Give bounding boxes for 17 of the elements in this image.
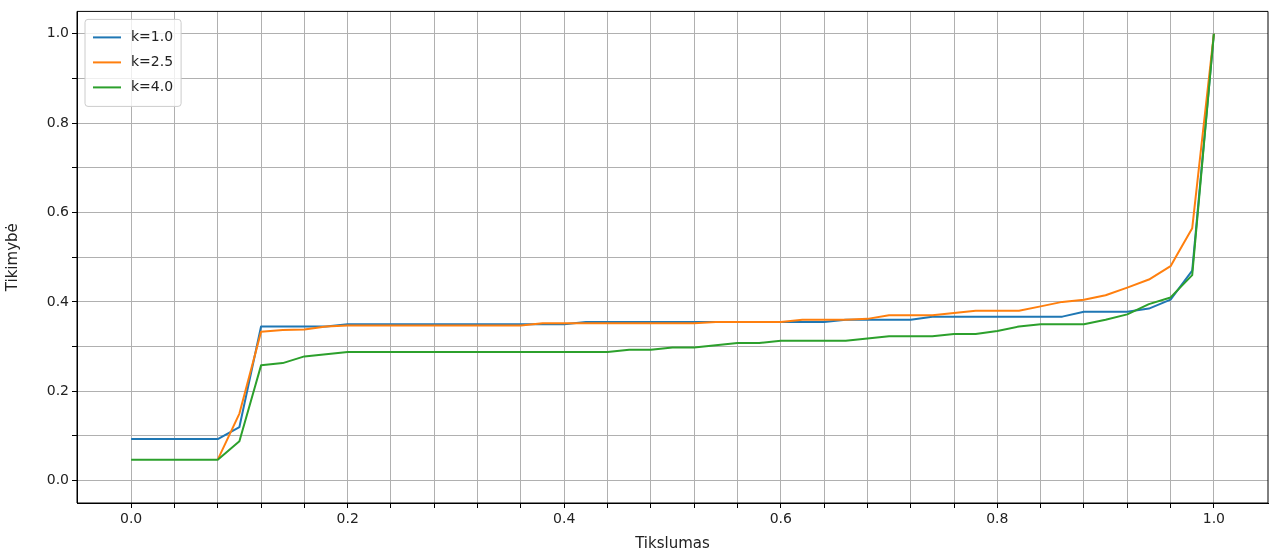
x-tick-label: 0.6 bbox=[769, 510, 792, 527]
y-tick-label: 0.4 bbox=[46, 292, 70, 309]
y-tick-label: 0.0 bbox=[46, 471, 69, 488]
y-tick-label: 0.6 bbox=[46, 203, 70, 220]
y-tick-label: 0.8 bbox=[46, 113, 69, 130]
x-axis-title: Tikslumas bbox=[634, 533, 711, 552]
x-tick-label: 1.0 bbox=[1202, 510, 1225, 527]
legend-label: k=4.0 bbox=[131, 78, 174, 95]
legend-label: k=2.5 bbox=[131, 53, 174, 70]
y-tick-label: 1.0 bbox=[46, 24, 69, 41]
x-tick-label: 0.4 bbox=[553, 510, 576, 527]
x-tick-label: 0.2 bbox=[336, 510, 359, 527]
x-tick-label: 0.8 bbox=[986, 510, 1009, 527]
x-tick-label: 0.0 bbox=[120, 510, 143, 527]
y-tick-label: 0.2 bbox=[46, 381, 69, 398]
y-axis-title: Tikimybė bbox=[2, 223, 21, 293]
legend-label: k=1.0 bbox=[131, 28, 174, 45]
